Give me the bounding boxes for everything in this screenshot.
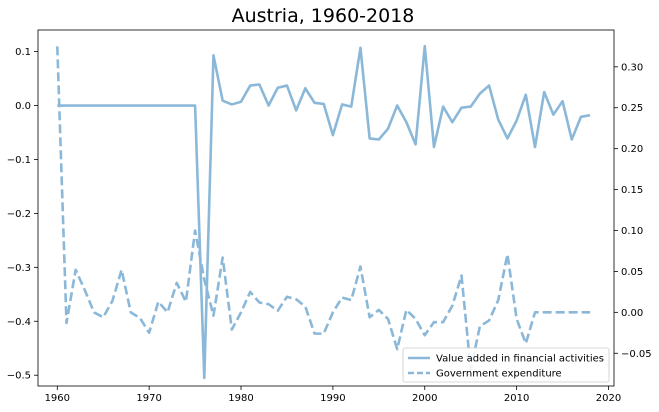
y-right-tick-label: 0.25 [621,103,643,114]
y-right-tick-label: 0.30 [621,62,643,73]
x-tick-label: 1990 [320,393,345,404]
y-axis-right: 0.30 0.25 0.20 0.15 0.10 0.05 0.00 −0.05 [614,62,652,360]
y-left-tick-label: 0.0 [15,101,31,112]
y-left-tick-label: −0.1 [7,155,31,166]
series-line-financial-activities [57,44,591,380]
x-tick-label: 1960 [45,393,70,404]
y-right-tick-label: 0.15 [621,185,643,196]
x-tick-label: 1980 [228,393,253,404]
y-right-tick-label: 0.10 [621,226,643,237]
y-left-tick-label: 0.1 [15,47,31,58]
series-layer [55,44,591,380]
plot-frame [37,29,615,387]
y-right-tick-label: 0.20 [621,144,643,155]
y-axis-left: 0.1 0.0 −0.1 −0.2 −0.3 −0.4 −0.5 [7,47,38,382]
y-right-tick-label: −0.05 [621,349,652,360]
legend-label-financial: Value added in financial activities [436,354,604,365]
x-tick-label: 2010 [504,393,529,404]
plot-area [37,29,615,387]
x-axis: 1960 1970 1980 1990 2000 2010 2020 [45,386,621,404]
y-left-tick-label: −0.4 [7,317,31,328]
chart-title: Austria, 1960-2018 [232,5,415,27]
y-right-tick-label: 0.00 [621,308,643,319]
legend: Value added in financial activities Gove… [402,347,610,383]
legend-box [402,347,610,383]
y-left-tick-label: −0.5 [7,371,31,382]
y-right-tick-label: 0.05 [621,267,643,278]
series-line-government-expenditure [55,46,591,371]
y-left-tick-label: −0.2 [7,209,31,220]
x-tick-label: 2000 [412,393,437,404]
y-left-tick-label: −0.3 [7,263,31,274]
x-tick-label: 1970 [136,393,161,404]
legend-label-government: Government expenditure [436,369,562,380]
x-tick-label: 2020 [596,393,621,404]
